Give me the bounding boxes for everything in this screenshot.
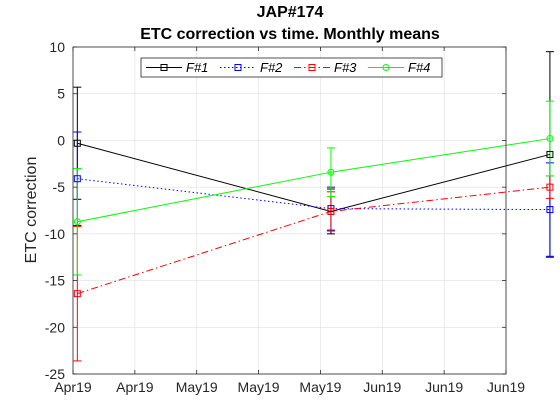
axis-ticks: [72, 46, 507, 375]
legend-label-F#2: F#2: [260, 60, 283, 75]
legend: F#1 F#2 F#3 F#4: [140, 57, 443, 78]
x-tick-label: Apr19: [54, 379, 92, 395]
chart-title-line-1: JAP#174: [257, 4, 324, 21]
data-point-F#1: [73, 139, 81, 147]
y-tick-label: -20: [45, 319, 65, 335]
data-point-F#2: [546, 206, 554, 214]
data-point-F#4: [546, 135, 554, 143]
chart-title-line-2: ETC correction vs time. Monthly means: [140, 26, 440, 43]
legend-marker-F#1: [160, 64, 168, 71]
y-tick-label: 0: [57, 132, 65, 148]
x-axis-tick-labels: Apr19 Apr19 May19 May19 May19 Jun19 Jun19 Jun19: [54, 379, 525, 395]
data-point-F#3: [546, 183, 554, 191]
plot-frame: [72, 46, 507, 375]
data-point-F#1: [546, 150, 554, 158]
legend-label-F#1: F#1: [186, 60, 208, 75]
legend-marker-F#2: [234, 64, 242, 71]
data-point-F#3: [73, 290, 81, 298]
y-axis-tick-labels: -25 -20 -15 -10 -5 0 5 10: [45, 39, 65, 382]
y-tick-label: -10: [45, 226, 65, 242]
legend-label-F#3: F#3: [334, 60, 357, 75]
legend-marker-F#4: [382, 64, 390, 71]
x-tick-label: May19: [176, 379, 218, 395]
y-tick-label: -15: [45, 273, 65, 289]
y-tick-label: -5: [53, 179, 66, 195]
x-tick-label: Jun19: [425, 379, 463, 395]
data-point-F#2: [73, 175, 81, 183]
series-line-F#2: [77, 178, 550, 211]
x-tick-label: Apr19: [116, 379, 154, 395]
data-point-F#4: [73, 218, 81, 226]
legend-marker-F#3: [308, 64, 316, 71]
x-tick-label: Jun19: [487, 379, 525, 395]
x-tick-label: May19: [299, 379, 341, 395]
y-tick-label: -25: [45, 366, 65, 382]
legend-label-F#4: F#4: [408, 60, 430, 75]
data-point-F#4: [327, 168, 335, 176]
y-axis-label: ETC correction: [23, 157, 40, 264]
data-point-F#3: [327, 207, 335, 215]
plot-area: [73, 47, 506, 374]
y-tick-label: 10: [49, 39, 65, 55]
series-markers: [73, 135, 554, 298]
series-line-F#4: [77, 138, 550, 223]
x-tick-label: May19: [238, 379, 280, 395]
x-tick-label: Jun19: [363, 379, 401, 395]
legend-box: [140, 57, 443, 78]
y-tick-label: 5: [57, 86, 65, 102]
